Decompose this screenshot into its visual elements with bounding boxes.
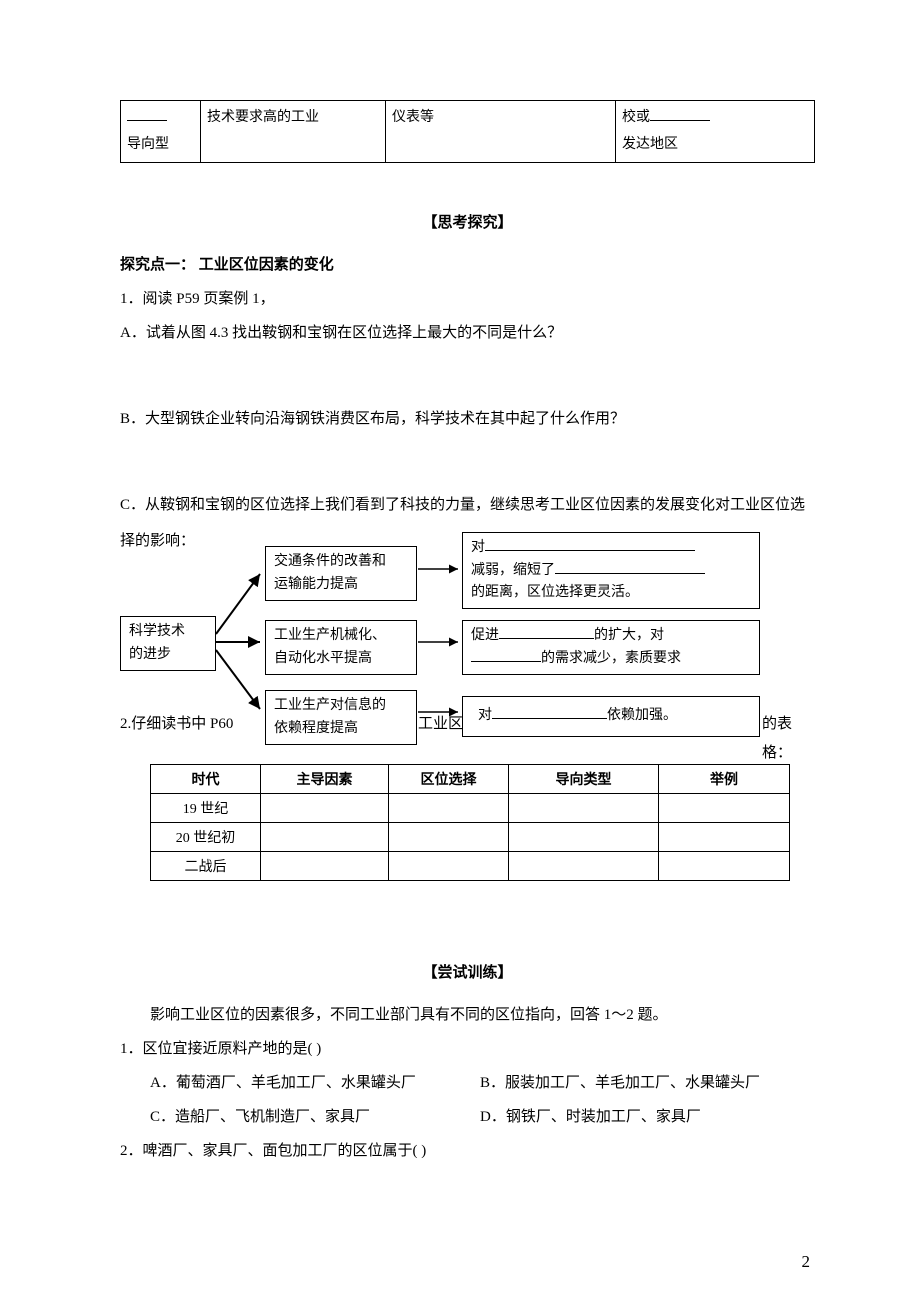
box-left-text: 科学技术的进步 (129, 624, 185, 661)
p1D: D．钢铁厂、时装加工厂、家具厂 (480, 1102, 701, 1132)
h4: 举例 (659, 765, 790, 794)
qC-end: 择的影响： (120, 526, 195, 556)
r2a: 促进的扩大，对 (471, 628, 664, 643)
practice-title: 【尝试训练】 (120, 961, 815, 982)
r1: 20 世纪初 (151, 823, 261, 852)
c2: 技术要求高的工业 (207, 110, 319, 125)
flow-diagram: 择的影响： 科学技术的进步 交通条件的改善和运输能力提高 工业生产机械化、自动化… (120, 524, 810, 754)
r2: 二战后 (151, 852, 261, 881)
c4-l1: 校或 (622, 110, 710, 125)
q2-mid: 工业区 (418, 710, 463, 739)
box-right3: 对依赖加强。 (462, 696, 760, 736)
page-number: 2 (802, 1252, 811, 1272)
r3: 对依赖加强。 (471, 708, 677, 723)
explore1-title: 探究点一： 工业区位因素的变化 (120, 250, 815, 280)
h0: 时代 (151, 765, 261, 794)
c4-l2: 发达地区 (622, 137, 678, 152)
qC: C．从鞍钢和宝钢的区位选择上我们看到了科技的力量，继续思考工业区位因素的发展变化… (120, 490, 815, 520)
c1-blank (127, 110, 167, 125)
box-mid3: 工业生产对信息的依赖程度提高 (265, 690, 417, 745)
p1: 1．区位宜接近原料产地的是( ) (120, 1034, 815, 1064)
box-right2: 促进的扩大，对 的需求减少，素质要求 (462, 620, 760, 675)
box-mid1: 交通条件的改善和运输能力提高 (265, 546, 417, 601)
r1a: 对 (471, 540, 695, 555)
top-table: 导向型 技术要求高的工业 仪表等 校或 发达地区 (120, 100, 815, 163)
think-title: 【思考探究】 (120, 211, 815, 232)
p2: 2．啤酒厂、家具厂、面包加工厂的区位属于( ) (120, 1136, 815, 1166)
box-left: 科学技术的进步 (120, 616, 216, 671)
r2b: 的需求减少，素质要求 (471, 651, 681, 666)
c3: 仪表等 (392, 110, 434, 125)
p1C: C．造船厂、飞机制造厂、家具厂 (150, 1102, 480, 1132)
c1-text: 导向型 (127, 137, 169, 152)
p1A: A．葡萄酒厂、羊毛加工厂、水果罐头厂 (150, 1068, 480, 1098)
box-right1: 对 减弱，缩短了 的距离，区位选择更灵活。 (462, 532, 760, 609)
qA: A．试着从图 4.3 找出鞍钢和宝钢在区位选择上最大的不同是什么？ (120, 318, 815, 348)
qB: B．大型钢铁企业转向沿海钢铁消费区布局，科学技术在其中起了什么作用？ (120, 404, 815, 434)
box-mid3-text: 工业生产对信息的依赖程度提高 (274, 698, 386, 735)
h1: 主导因素 (261, 765, 389, 794)
box-mid2-text: 工业生产机械化、自动化水平提高 (274, 628, 386, 665)
box-mid2: 工业生产机械化、自动化水平提高 (265, 620, 417, 675)
h3: 导向类型 (509, 765, 659, 794)
q1: 1．阅读 P59 页案例 1， (120, 284, 815, 314)
q2-right: 的表格： (762, 710, 810, 767)
r1c: 的距离，区位选择更灵活。 (471, 585, 639, 600)
q2-left: 2.仔细读书中 P60 (120, 710, 233, 739)
p1B: B．服装加工厂、羊毛加工厂、水果罐头厂 (480, 1068, 760, 1098)
intro: 影响工业区位的因素很多，不同工业部门具有不同的区位指向，回答 1～2 题。 (120, 1000, 815, 1030)
r1b: 减弱，缩短了 (471, 563, 705, 578)
era-table: 时代 主导因素 区位选择 导向类型 举例 19 世纪 20 世纪初 二战后 (150, 764, 790, 881)
h2: 区位选择 (389, 765, 509, 794)
r0: 19 世纪 (151, 794, 261, 823)
box-mid1-text: 交通条件的改善和运输能力提高 (274, 554, 386, 591)
